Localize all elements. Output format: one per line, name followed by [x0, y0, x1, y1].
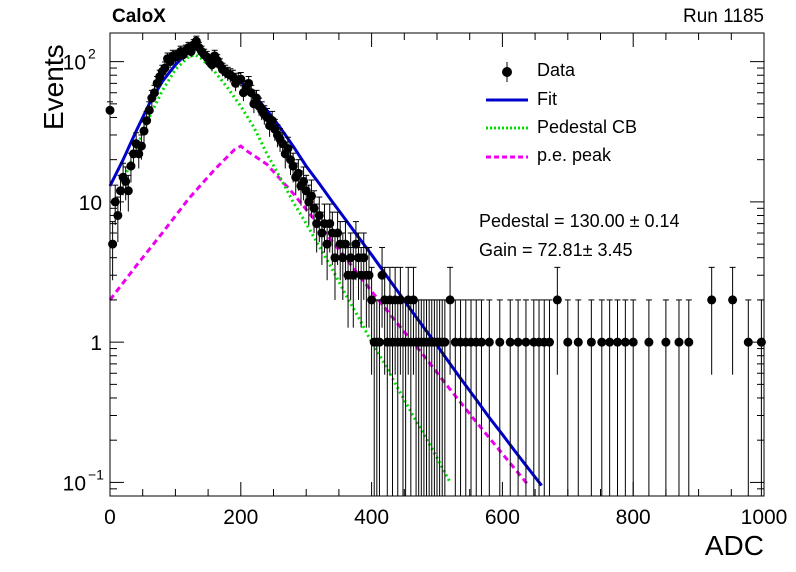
data-point [322, 239, 332, 249]
data-point [476, 337, 486, 347]
data-point [314, 210, 324, 220]
data-point [605, 337, 615, 347]
x-axis-label: ADC [704, 530, 764, 561]
data-point [149, 88, 159, 98]
data-point [113, 210, 123, 220]
data-point [251, 93, 261, 103]
data-point [408, 295, 418, 305]
y-tick-label: 10 [79, 192, 102, 215]
legend-data-marker [502, 67, 512, 77]
data-point [505, 337, 515, 347]
data-point [312, 219, 322, 229]
data-point [513, 337, 523, 347]
x-tick-label: 400 [354, 506, 389, 529]
run-label: Run 1185 [683, 6, 764, 27]
curves-layer [108, 46, 543, 487]
data-point [299, 176, 309, 186]
data-point [395, 295, 405, 305]
data-point [325, 219, 335, 229]
data-point [283, 144, 293, 154]
x-tick-label: 200 [223, 506, 258, 529]
data-point [340, 239, 350, 249]
data-point [186, 47, 196, 57]
pe-peak-curve [108, 144, 530, 487]
data-point [743, 337, 753, 347]
y-axis-label: Events [38, 44, 69, 130]
data-point [552, 295, 562, 305]
data-point [674, 337, 684, 347]
data-point [306, 191, 316, 201]
data-point [144, 105, 154, 115]
x-tick-label: 800 [616, 506, 651, 529]
data-points-layer [105, 36, 766, 347]
legend-item-pedestal: Pedestal CB [537, 117, 638, 137]
data-point [684, 337, 694, 347]
data-point [484, 337, 494, 347]
data-point [597, 337, 607, 347]
data-point [115, 186, 125, 196]
y-tick-label: 10 [63, 472, 86, 495]
y-tick-label: 1 [90, 332, 102, 355]
data-point [333, 228, 343, 238]
y-tick-exponent: 2 [88, 46, 96, 62]
y-tick-exponent: −1 [88, 466, 104, 482]
data-point [364, 270, 374, 280]
pedestal-annotation: Pedestal = 130.00 ± 0.14 [479, 211, 680, 231]
experiment-label: CaloX [112, 6, 166, 27]
data-point [728, 295, 738, 305]
data-point [330, 253, 340, 263]
data-point [142, 116, 152, 126]
data-point [613, 337, 623, 347]
data-point [367, 295, 377, 305]
fit-curve [108, 46, 543, 487]
legend-item-data: Data [537, 60, 576, 80]
gain-annotation: Gain = 72.81± 3.45 [479, 240, 633, 260]
data-point [495, 337, 505, 347]
pedestal-curve [121, 53, 452, 484]
data-point [236, 74, 246, 84]
data-point [317, 228, 327, 238]
data-point [628, 337, 638, 347]
data-point [573, 337, 583, 347]
data-point [123, 186, 133, 196]
data-point [661, 337, 671, 347]
data-point [644, 337, 654, 347]
data-point [586, 337, 596, 347]
x-tick-label: 600 [485, 506, 520, 529]
data-point [160, 63, 170, 73]
data-point [377, 270, 387, 280]
legend-item-fit: Fit [537, 89, 557, 109]
data-point [445, 295, 455, 305]
data-point [267, 116, 277, 126]
data-point [338, 253, 348, 263]
data-point [293, 168, 303, 178]
data-point [359, 253, 369, 263]
data-point [374, 337, 384, 347]
data-point [136, 141, 146, 151]
data-point [121, 176, 131, 186]
legend-glyphs [486, 62, 528, 159]
data-point [544, 337, 554, 347]
data-point [707, 295, 717, 305]
data-point [309, 203, 319, 213]
legend-item-pe-peak: p.e. peak [537, 145, 612, 165]
data-point [126, 161, 136, 171]
data-point [288, 161, 298, 171]
data-point [244, 78, 254, 88]
data-point [346, 253, 356, 263]
data-point [620, 337, 630, 347]
data-point [134, 149, 144, 159]
data-point [440, 337, 450, 347]
x-tick-label: 1000 [741, 506, 788, 529]
data-point [521, 337, 531, 347]
data-point [351, 239, 361, 249]
error-bars-layer [107, 35, 765, 496]
x-tick-label: 0 [104, 506, 116, 529]
data-point [563, 337, 573, 347]
y-tick-label: 10 [63, 52, 86, 75]
data-point [139, 126, 149, 136]
data-point [348, 270, 358, 280]
